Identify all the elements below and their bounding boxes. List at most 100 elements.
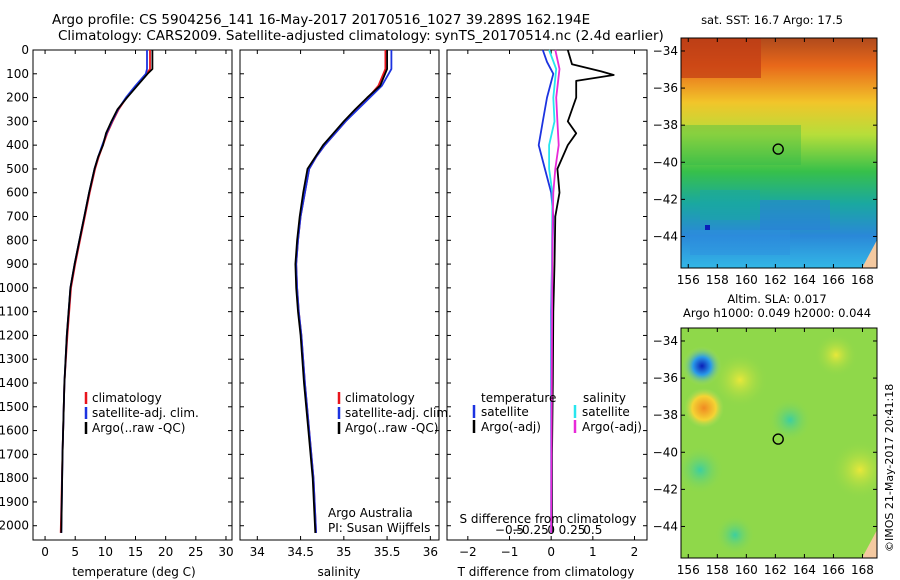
map-y-tick-label: −42 <box>653 482 678 496</box>
map-x-tick-label: 158 <box>706 563 729 577</box>
map-y-tick-label: −36 <box>653 81 678 95</box>
x-tick-label: 1 <box>589 545 597 559</box>
difference-top-xlabel: S difference from climatology <box>460 512 637 526</box>
series-line-temperature-argo-adj- <box>551 49 615 533</box>
map-x-tick-label: 164 <box>793 563 816 577</box>
map-y-tick-label: −40 <box>653 155 678 169</box>
x-tick-label: 35 <box>336 545 351 559</box>
s-diff-tick-label: 0.5 <box>583 523 602 537</box>
salinity-axes: 34 34.5 35 35.5 36 <box>240 49 439 559</box>
imos-credit: ©IMOS 21-May-2017 20:41:18 <box>883 384 896 552</box>
argo-australia-note: Argo Australia <box>328 506 413 520</box>
map-y-tick-label: −34 <box>653 44 678 58</box>
map-x-tick-label: 162 <box>764 273 787 287</box>
map-x-tick-label: 168 <box>851 563 874 577</box>
y-tick-label: 1300 <box>0 352 29 366</box>
x-tick-label: 0 <box>41 545 49 559</box>
x-tick-label: 15 <box>128 545 143 559</box>
sst-argo-location-marker <box>772 143 784 155</box>
y-tick-label: 1100 <box>0 305 29 319</box>
plot-title-line1: Argo profile: CS 5904256_141 16-May-2017… <box>52 12 591 28</box>
y-tick-label: 1000 <box>0 281 29 295</box>
legend-title-salinity: salinity <box>583 391 626 405</box>
plot-title-line2: Climatology: CARS2009. Satellite-adjuste… <box>58 28 664 44</box>
difference-axes: −2 −1 0 1 2−0.5−0.250 0.250.5 <box>447 49 647 559</box>
y-tick-label: 600 <box>6 186 29 200</box>
sla-map-image <box>681 328 877 558</box>
difference-xlabel: T difference from climatology <box>457 565 635 579</box>
map-x-tick-label: 160 <box>735 273 758 287</box>
series-line-salinity-argo-adj- <box>550 49 561 533</box>
map-y-tick-label: −40 <box>653 445 678 459</box>
y-tick-label: 2000 <box>0 519 29 533</box>
legend-label-satellite: satellite-adj. clim. <box>345 406 452 420</box>
pi-note: PI: Susan Wijffels <box>328 521 430 535</box>
y-tick-label: 900 <box>6 257 29 271</box>
legend-label-t-satellite: satellite <box>481 405 529 419</box>
legend-label-argo: Argo(..raw -QC) <box>92 421 185 435</box>
y-tick-label: 100 <box>6 67 29 81</box>
map-y-tick-label: −38 <box>653 118 678 132</box>
x-tick-label: 35.5 <box>374 545 401 559</box>
map-x-tick-label: 162 <box>764 563 787 577</box>
x-tick-label: 10 <box>98 545 113 559</box>
y-tick-label: 800 <box>6 233 29 247</box>
map-x-tick-label: 156 <box>677 563 700 577</box>
x-tick-label: 5 <box>71 545 79 559</box>
difference-legend: temperature satellite Argo(-adj) salinit… <box>472 391 642 434</box>
y-tick-label: 1200 <box>0 328 29 342</box>
sst-map-title: sat. SST: 16.7 Argo: 17.5 <box>701 13 843 27</box>
x-tick-label: 36 <box>423 545 438 559</box>
y-tick-label: 300 <box>6 114 29 128</box>
y-tick-label: 1700 <box>0 447 29 461</box>
salinity-panel-frame <box>239 49 440 541</box>
s-diff-tick-label: −0.5 <box>495 523 524 537</box>
legend-title-temperature: temperature <box>481 391 556 405</box>
series-line-argo-raw-qc- <box>294 50 389 533</box>
x-tick-label: −1 <box>501 545 519 559</box>
difference-panel-frame <box>446 49 648 541</box>
legend-label-s-argo: Argo(-adj) <box>582 420 642 434</box>
map-y-tick-label: −38 <box>653 408 678 422</box>
sst-map-frame <box>680 37 878 269</box>
sla-map-subtitle: Argo h1000: 0.049 h2000: 0.044 <box>683 306 871 320</box>
y-tick-label: 1800 <box>0 471 29 485</box>
sst-map-axes: 156 158 160 162 164 166 168 −34 −36 −38 −40 −42 −44 <box>653 38 877 287</box>
map-y-tick-label: −44 <box>653 519 678 533</box>
y-tick-label: 400 <box>6 138 29 152</box>
map-x-tick-label: 158 <box>706 273 729 287</box>
map-y-tick-label: −34 <box>653 334 678 348</box>
y-tick-label: 1600 <box>0 424 29 438</box>
y-tick-label: 0 <box>21 43 29 57</box>
map-x-tick-label: 168 <box>851 273 874 287</box>
y-tick-label: 700 <box>6 210 29 224</box>
sla-argo-location-marker <box>772 433 784 445</box>
y-tick-label: 200 <box>6 91 29 105</box>
legend-label-t-argo: Argo(-adj) <box>481 420 541 434</box>
salinity-xlabel: salinity <box>317 565 360 579</box>
x-tick-label: 30 <box>218 545 233 559</box>
x-tick-label: 34 <box>250 545 265 559</box>
s-diff-tick-label: 0.25 <box>559 523 586 537</box>
y-tick-label: 1900 <box>0 495 29 509</box>
legend-label-argo: Argo(..raw -QC) <box>345 421 438 435</box>
y-tick-label: 1500 <box>0 400 29 414</box>
legend-label-climatology: climatology <box>92 391 162 405</box>
temperature-legend: climatology satellite-adj. clim. Argo(..… <box>84 391 199 435</box>
x-tick-label: −2 <box>459 545 477 559</box>
profile-series <box>59 49 615 533</box>
y-tick-label: 1400 <box>0 376 29 390</box>
x-tick-label: 20 <box>158 545 173 559</box>
y-tick-label: 500 <box>6 162 29 176</box>
map-x-tick-label: 166 <box>822 273 845 287</box>
sst-map-image <box>681 38 877 268</box>
x-tick-label: 2 <box>631 545 639 559</box>
legend-label-s-satellite: satellite <box>582 405 630 419</box>
temperature-axes: 0100200300400500600700800900100011001200… <box>0 43 234 559</box>
salinity-legend: climatology satellite-adj. clim. Argo(..… <box>328 391 452 535</box>
map-y-tick-label: −44 <box>653 229 678 243</box>
map-x-tick-label: 156 <box>677 273 700 287</box>
sla-map-axes: 156 158 160 162 164 166 168 −34 −36 −38 −40 −42 −44 <box>653 328 877 577</box>
legend-label-climatology: climatology <box>345 391 415 405</box>
